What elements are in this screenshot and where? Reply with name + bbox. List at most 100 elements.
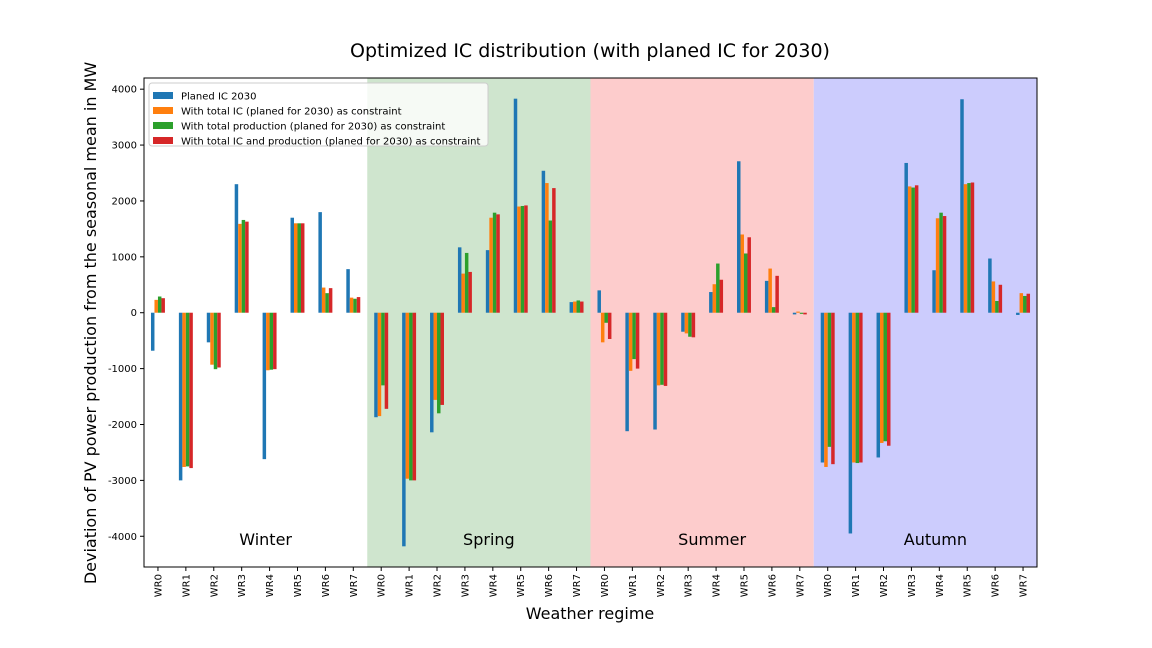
x-tick-label: WR5: [739, 574, 750, 597]
x-tick-label: WR5: [293, 574, 304, 597]
bar: [768, 268, 772, 313]
season-label: Spring: [463, 530, 515, 549]
bar: [430, 312, 434, 433]
bar: [747, 237, 751, 313]
bar: [628, 312, 633, 371]
bar: [321, 287, 326, 313]
x-tick-label: WR3: [684, 574, 695, 597]
bar: [485, 250, 490, 313]
season-labels: Winter Spring Summer Autumn: [239, 530, 967, 549]
bar: [771, 307, 776, 313]
bar: [709, 292, 713, 313]
x-tick-label: WR7: [1019, 574, 1030, 597]
y-tick-label: 2000: [112, 196, 137, 207]
x-tick-label: WR4: [265, 574, 276, 597]
legend-swatch: [153, 107, 173, 114]
bar: [764, 280, 769, 313]
bar: [468, 271, 472, 313]
bar: [963, 184, 968, 313]
bar: [353, 298, 357, 313]
bar: [206, 312, 211, 343]
bar: [960, 99, 964, 313]
bar: [150, 312, 155, 351]
y-tick-label: -2000: [108, 420, 137, 431]
bar: [967, 183, 971, 313]
bar: [513, 98, 518, 313]
bar: [520, 205, 525, 313]
bar: [625, 312, 629, 432]
x-tick-label: WR6: [767, 574, 778, 597]
legend-label: With total IC and production (planed for…: [181, 137, 480, 148]
bar: [548, 220, 553, 313]
y-tick-label: 1000: [112, 252, 137, 263]
x-tick-label: WR1: [628, 574, 639, 597]
bar: [848, 312, 853, 534]
season-backgrounds: [144, 78, 1037, 567]
bar: [660, 312, 664, 385]
legend-swatch: [153, 92, 173, 99]
bar: [942, 216, 947, 313]
chart-title: Optimized IC distribution (with planed I…: [350, 40, 830, 62]
bar: [461, 273, 465, 313]
bar: [241, 219, 246, 313]
y-axis-label: Deviation of PV power production from th…: [81, 62, 100, 585]
bar: [939, 212, 943, 313]
x-tick-label: WR2: [433, 574, 444, 597]
bar: [238, 223, 242, 313]
bar: [935, 218, 940, 313]
bar: [632, 312, 636, 360]
bar: [576, 300, 581, 313]
bar: [437, 312, 441, 414]
x-tick-label: WR7: [795, 574, 806, 597]
bar: [182, 312, 186, 467]
bar: [409, 312, 413, 481]
x-tick-label: WR1: [851, 574, 862, 597]
bar: [904, 162, 908, 313]
bar: [496, 214, 500, 313]
bar: [914, 185, 919, 313]
x-tick-label: WR3: [907, 574, 918, 597]
x-tick-label: WR6: [991, 574, 1002, 597]
season-background: [813, 78, 1037, 567]
bar: [262, 312, 267, 460]
x-tick-label: WR3: [237, 574, 248, 597]
bar: [266, 312, 270, 371]
bar: [991, 281, 996, 313]
x-tick-label: WR5: [963, 574, 974, 597]
x-tick-label: WR6: [321, 574, 332, 597]
legend-swatch: [153, 122, 173, 129]
bar: [377, 312, 382, 417]
x-tick-label: WR6: [544, 574, 555, 597]
bar: [356, 297, 361, 313]
bar: [569, 302, 574, 313]
bar: [517, 206, 521, 313]
bar: [189, 312, 193, 469]
x-tick-label: WR1: [405, 574, 416, 597]
x-tick-label: WR0: [600, 574, 611, 597]
bar: [381, 312, 385, 386]
bar: [988, 258, 992, 313]
bar: [799, 312, 804, 314]
bar: [656, 312, 661, 386]
x-tick-label: WR4: [935, 574, 946, 597]
x-tick-label: WR1: [181, 574, 192, 597]
bar: [824, 312, 828, 467]
y-tick-label: -1000: [108, 364, 137, 375]
bar: [887, 312, 891, 446]
bar: [859, 312, 863, 463]
bar: [457, 247, 462, 313]
bar: [234, 184, 239, 313]
bar: [464, 252, 469, 313]
bar: [743, 253, 748, 313]
bar: [775, 275, 779, 313]
y-tick-label: 3000: [112, 141, 137, 152]
legend-swatch: [153, 137, 173, 144]
bar: [995, 300, 999, 313]
bar: [346, 269, 350, 313]
x-tick-label: WR0: [823, 574, 834, 597]
bar: [907, 186, 912, 313]
bar: [269, 312, 274, 370]
bar: [597, 290, 601, 313]
bar: [792, 312, 797, 315]
plot-frame: [143, 77, 1038, 568]
